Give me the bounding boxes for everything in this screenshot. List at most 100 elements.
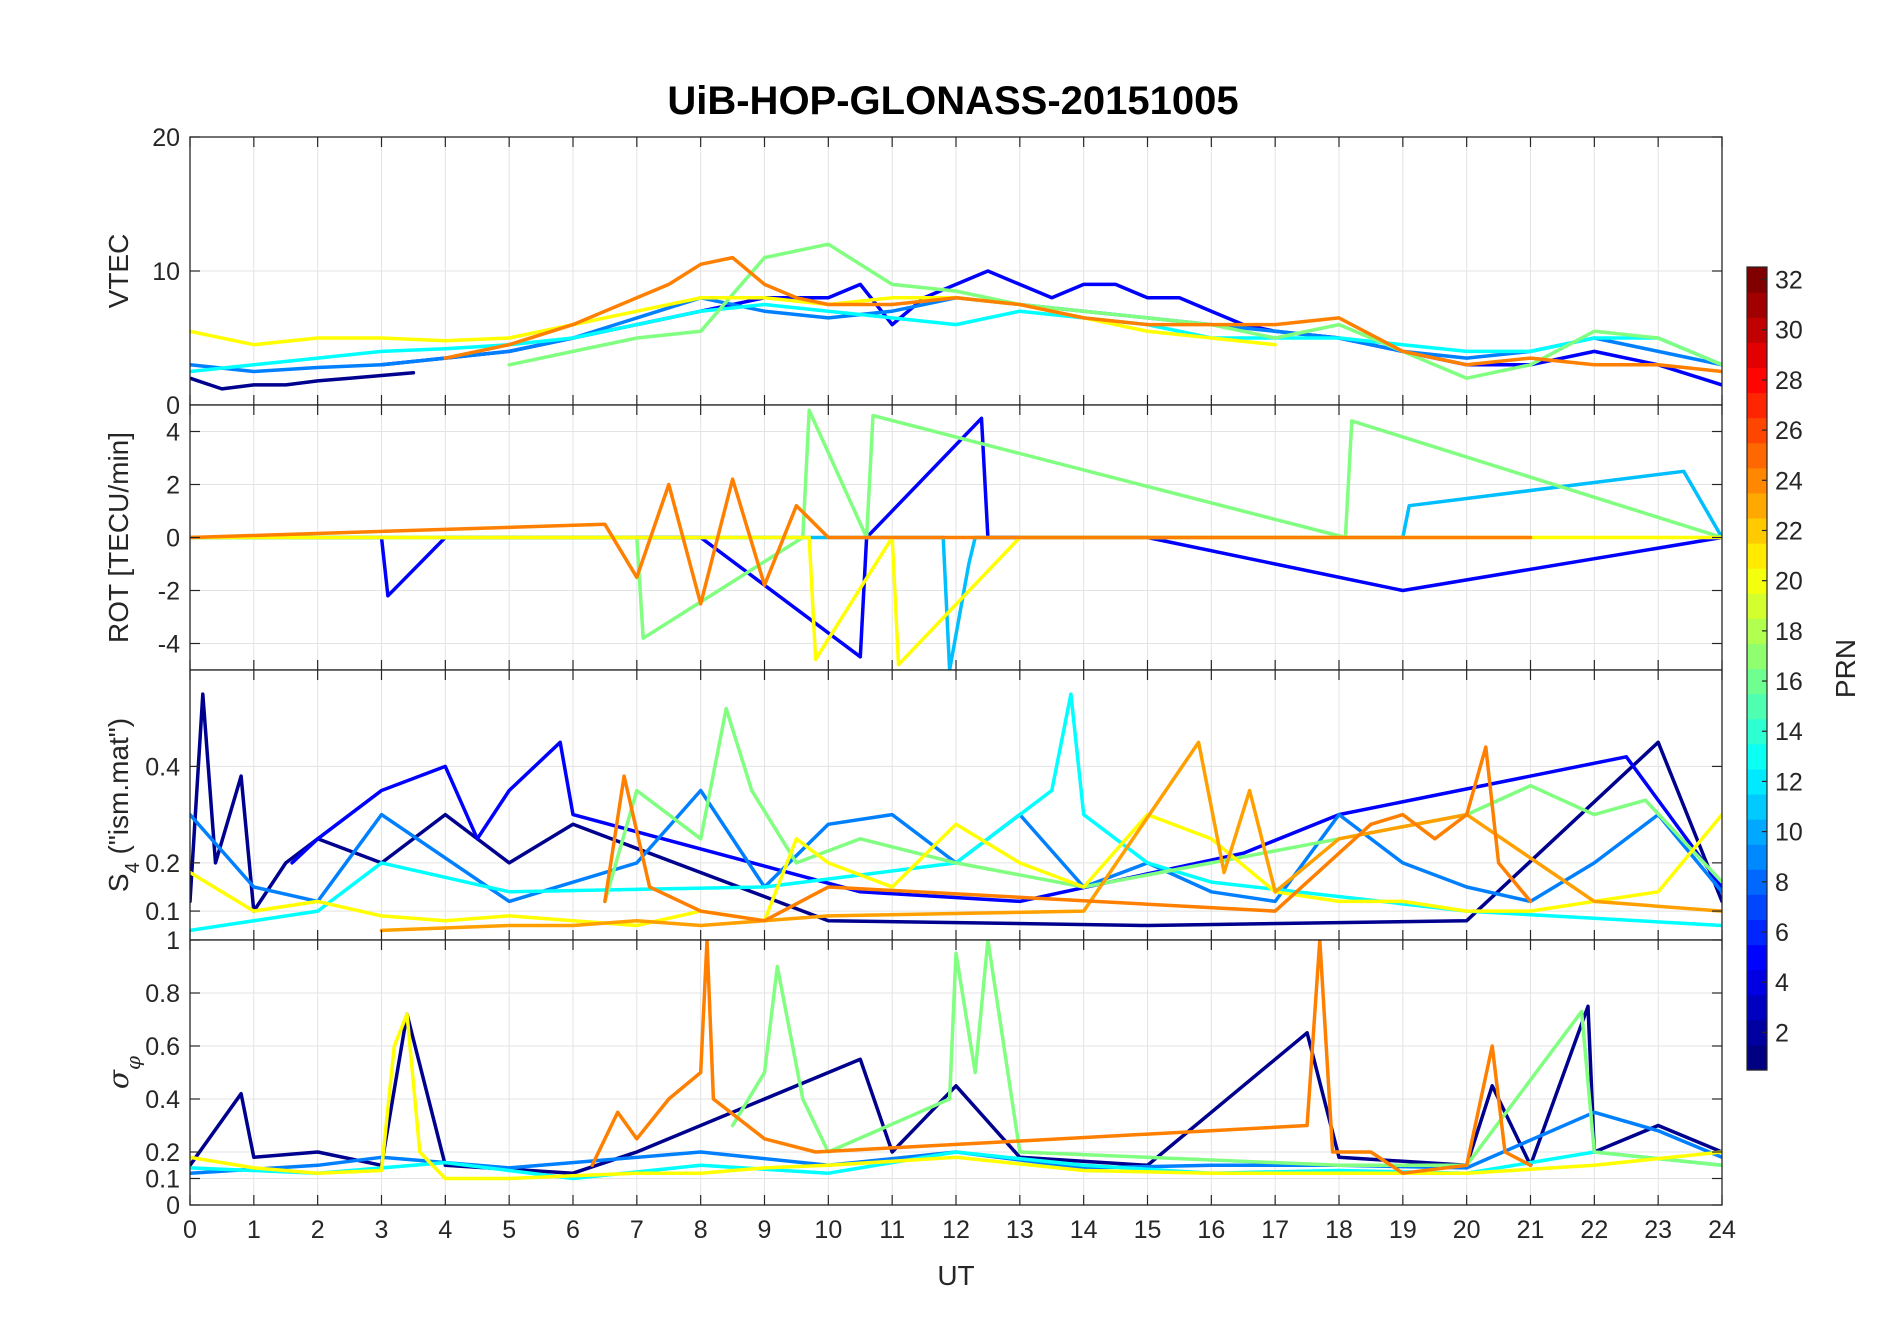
- series-line-s4-0: [190, 692, 1722, 928]
- panel-rot-series: [190, 408, 1722, 670]
- colorbar-segment: [1747, 944, 1767, 971]
- colorbar-segment: [1747, 643, 1767, 670]
- panel-vtec-ticks: [189, 136, 1723, 406]
- series-line-sigma-4: [190, 1012, 1722, 1181]
- series-line-s4-4: [603, 706, 1722, 904]
- series-line-vtec-4: [507, 242, 1722, 380]
- x-tick-label: 19: [1389, 1216, 1417, 1244]
- x-tick-label: 23: [1644, 1216, 1672, 1244]
- panel-rot-y-label: ROT [TECU/min]: [103, 432, 134, 643]
- series-line-vtec-6: [443, 255, 1722, 374]
- colorbar-segment: [1747, 844, 1767, 870]
- x-tick-label: 3: [375, 1216, 389, 1244]
- colorbar-tick-label: 18: [1775, 618, 1803, 646]
- y-tick-label: 0: [166, 525, 180, 553]
- colorbar-segment: [1747, 543, 1767, 569]
- y-label-main: σ: [102, 1069, 135, 1089]
- y-tick-label: 0.2: [145, 850, 180, 878]
- colorbar-segment: [1747, 969, 1767, 996]
- y-tick-label: 4: [166, 419, 180, 447]
- series-line-sigma-5: [590, 940, 1533, 1175]
- y-tick-label: 10: [152, 258, 180, 286]
- colorbar-segment: [1747, 819, 1767, 845]
- panel-s4-ticks: [189, 670, 1723, 940]
- y-label-main: S: [103, 873, 134, 892]
- y-tick-label: 0.1: [145, 1166, 180, 1194]
- colorbar-tick-label: 30: [1775, 317, 1803, 345]
- x-tick-label: 17: [1261, 1216, 1289, 1244]
- x-tick-label: 21: [1517, 1216, 1545, 1244]
- panel-rot-ticks: [189, 405, 1723, 670]
- y-tick-label: 2: [166, 472, 180, 500]
- series-line-vtec-3: [190, 302, 1722, 374]
- colorbar-tick-label: 4: [1775, 969, 1789, 997]
- x-tick-label: 11: [879, 1216, 905, 1244]
- colorbar-segment: [1747, 1019, 1767, 1046]
- panel-s4-series: [190, 692, 1722, 933]
- colorbar-segment: [1747, 292, 1767, 318]
- colorbar-segment: [1747, 267, 1767, 293]
- x-tick-label: 10: [814, 1216, 842, 1244]
- panel-rot: -4 -2 0 2 4 ROT [TECU/min]: [103, 404, 1723, 671]
- colorbar-segment: [1747, 392, 1767, 419]
- colorbar-tick-label: 26: [1775, 417, 1803, 445]
- y-tick-label: -2: [158, 578, 180, 606]
- x-tick-label: 5: [502, 1216, 516, 1244]
- x-tick-label: 12: [942, 1216, 970, 1244]
- colorbar-segment: [1747, 668, 1767, 695]
- x-axis-label: UT: [937, 1260, 974, 1291]
- panel-sigma: 00.10.2 0.4 0.6 0.8 1 σφ: [102, 927, 1723, 1220]
- colorbar-tick-label: 12: [1775, 768, 1803, 796]
- x-tick-label: 8: [694, 1216, 708, 1244]
- x-tick-label: 14: [1070, 1216, 1098, 1244]
- series-line-vtec-0: [190, 371, 416, 391]
- series-line-s4-5: [190, 812, 1722, 928]
- y-tick-label: -4: [158, 631, 180, 659]
- colorbar-segment: [1747, 367, 1767, 394]
- colorbar-tick-label: 32: [1775, 267, 1803, 295]
- colorbar-frame: [1746, 266, 1768, 1071]
- x-tick-label: 0: [183, 1216, 197, 1244]
- colorbar-segment: [1747, 568, 1767, 594]
- colorbar-segment: [1747, 492, 1767, 519]
- colorbar-segment: [1747, 869, 1767, 895]
- colorbar-segment: [1747, 618, 1767, 645]
- panel-vtec-grid: [190, 137, 1722, 405]
- colorbar-tick-label: 24: [1775, 467, 1803, 495]
- series-line-s4-3: [190, 692, 1722, 933]
- x-tick-label: 6: [566, 1216, 580, 1244]
- x-tick-label: 4: [438, 1216, 452, 1244]
- y-tick-label: 20: [152, 124, 180, 152]
- x-tick-label: 15: [1134, 1216, 1162, 1244]
- colorbar-tick-label: 14: [1775, 718, 1803, 746]
- colorbar-tick-label: 20: [1775, 568, 1803, 596]
- panel-sigma-series: [190, 940, 1722, 1181]
- colorbar-segment: [1747, 442, 1767, 469]
- y-label-subscript: φ: [121, 1056, 145, 1070]
- colorbar-segment: [1747, 994, 1767, 1021]
- series-line-rot-0: [190, 416, 1722, 659]
- series-line-rot-2: [190, 408, 1722, 640]
- y-tick-label: 0.4: [145, 753, 180, 781]
- panel-s4-y-label: S4 ("ism.mat"): [103, 718, 144, 892]
- colorbar-tick-label: 10: [1775, 819, 1803, 847]
- x-tick-label: 22: [1580, 1216, 1608, 1244]
- colorbar-segment: [1747, 894, 1767, 921]
- y-tick-label: 1: [166, 927, 180, 955]
- panel-vtec: 0 10 20 VTEC: [103, 124, 1723, 420]
- x-tick-label: 24: [1708, 1216, 1736, 1244]
- y-tick-label: 0: [166, 1192, 180, 1220]
- y-tick-label: 0.8: [145, 980, 180, 1008]
- y-tick-label: 0.4: [145, 1086, 180, 1114]
- colorbar-segment: [1747, 1044, 1767, 1071]
- colorbar-segment: [1747, 317, 1767, 343]
- x-tick-labels: 0 1 2 3 4 5 6 7 8 9 10 11 12 13 14 15 16 17 18 19 20 21 22 23 24: [183, 1216, 1736, 1244]
- y-label-rest: ("ism.mat"): [103, 718, 134, 862]
- colorbar-segment: [1747, 517, 1767, 544]
- x-tick-label: 2: [311, 1216, 325, 1244]
- series-line-s4-7: [603, 745, 1533, 923]
- colorbar-segment: [1747, 593, 1767, 619]
- x-tick-label: 1: [247, 1216, 261, 1244]
- colorbar-tick-label: 2: [1775, 1019, 1789, 1047]
